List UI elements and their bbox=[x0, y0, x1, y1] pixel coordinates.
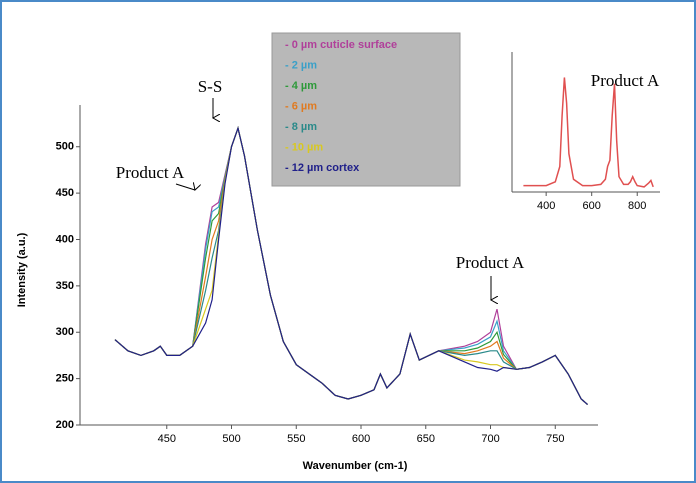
y-axis-title: Intensity (a.u.) bbox=[16, 232, 28, 307]
annotation: Product A bbox=[116, 163, 185, 182]
x-tick-label: 600 bbox=[352, 433, 370, 445]
legend-label: - 2 µm bbox=[285, 59, 317, 71]
legend-label: - 10 µm bbox=[285, 141, 323, 153]
y-tick-label: 250 bbox=[56, 373, 74, 385]
x-tick-label: 650 bbox=[417, 433, 435, 445]
y-tick-label: 300 bbox=[56, 326, 74, 338]
annotation: Product A bbox=[456, 253, 525, 272]
y-tick-label: 500 bbox=[56, 141, 74, 153]
y-tick-label: 200 bbox=[56, 419, 74, 431]
annotation-arrow bbox=[175, 184, 195, 190]
x-tick-label: 700 bbox=[481, 433, 499, 445]
y-tick-label: 400 bbox=[56, 233, 74, 245]
x-tick-label: 500 bbox=[222, 433, 240, 445]
x-tick-label: 400 bbox=[537, 200, 555, 212]
x-tick-label: 800 bbox=[628, 200, 646, 212]
x-tick-label: 750 bbox=[546, 433, 564, 445]
x-axis-title: Wavenumber (cm-1) bbox=[303, 460, 408, 472]
legend-box bbox=[271, 32, 461, 187]
legend-label: - 4 µm bbox=[285, 80, 317, 92]
annotation: S-S bbox=[198, 77, 223, 96]
x-tick-label: 600 bbox=[583, 200, 601, 212]
x-tick-label: 550 bbox=[287, 433, 305, 445]
x-tick-label: 450 bbox=[158, 433, 176, 445]
y-tick-label: 450 bbox=[56, 187, 74, 199]
series-line bbox=[114, 126, 588, 406]
y-tick-label: 350 bbox=[56, 280, 74, 292]
series-line bbox=[523, 77, 654, 188]
legend-label: - 12 µm cortex bbox=[285, 162, 360, 174]
legend-label: - 6 µm bbox=[285, 100, 317, 112]
legend-label: - 0 µm cuticle surface bbox=[285, 39, 397, 51]
annotation: Product A bbox=[591, 71, 660, 90]
legend-label: - 8 µm bbox=[285, 121, 317, 133]
